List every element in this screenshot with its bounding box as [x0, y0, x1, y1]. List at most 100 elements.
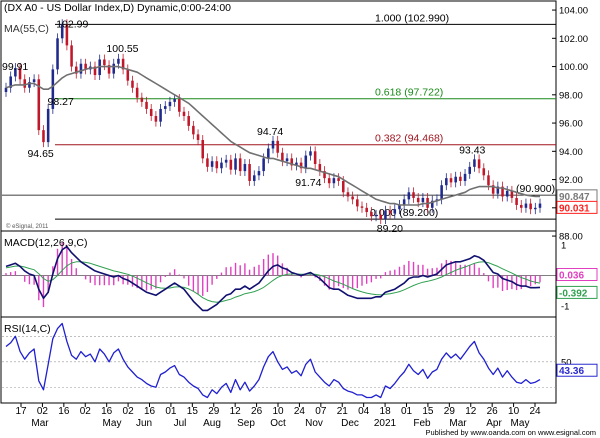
candle-body — [515, 197, 518, 205]
candle-body — [360, 206, 364, 208]
candle-body — [262, 158, 265, 172]
candle-body — [491, 185, 495, 194]
x-tick-label: 10 — [272, 406, 284, 417]
candle-body — [290, 158, 294, 166]
candle-body — [65, 24, 69, 46]
macd-legend: MACD(12,26,9,C) — [4, 237, 87, 249]
x-tick-label: 02 — [80, 406, 92, 417]
price-y-tick-label: 96.00 — [559, 119, 583, 130]
x-tick-label: 01 — [401, 406, 413, 417]
candle-body — [295, 162, 298, 166]
macd-panel-frame — [0, 230, 557, 318]
fib-levels: 1.000 (102.990) 0.618 (97.722) 0.382 (94.4… — [55, 12, 556, 220]
candle-body — [313, 151, 317, 165]
x-tick-label: 12 — [465, 406, 477, 417]
price-y-tick-label: 100.00 — [559, 62, 588, 73]
price-annotation-7: 93.43 — [459, 144, 485, 156]
candle-body — [271, 140, 275, 149]
candle-body — [248, 164, 251, 181]
candle-body — [173, 99, 176, 102]
candle-body — [70, 45, 73, 67]
x-tick-label: 10 — [508, 406, 520, 417]
candle-body — [201, 140, 205, 159]
price-badge-1-text: 90.031 — [559, 203, 590, 214]
candle-body — [505, 190, 509, 197]
x-month-label: Mar — [31, 418, 49, 429]
fib-level-label-1: 0.618 (97.722) — [375, 87, 443, 99]
candle-body — [332, 178, 336, 184]
x-tick-label: 15 — [187, 406, 199, 417]
x-tick-label: 29 — [444, 406, 456, 417]
candle-body — [304, 155, 308, 169]
candle-body — [210, 161, 214, 167]
candle-body — [84, 63, 87, 70]
price-badge-1-bg — [556, 200, 598, 214]
candle-body — [285, 158, 289, 162]
x-month-label: 2021 — [374, 418, 397, 429]
price-annotation-5: 94.74 — [257, 126, 283, 138]
candle-body — [487, 175, 490, 186]
price-annotation-6: 91.74 — [295, 177, 321, 189]
candle-body — [309, 151, 312, 156]
x-tick-label: 02 — [123, 406, 135, 417]
x-month-label: Sep — [237, 418, 255, 429]
macd-badge-1-bg — [556, 285, 598, 299]
x-tick-label: 12 — [230, 406, 242, 417]
candle-body — [477, 159, 481, 169]
candle-body — [145, 101, 148, 109]
candle-body — [93, 66, 97, 76]
candle-body — [337, 178, 340, 181]
candle-body — [496, 186, 500, 194]
macd-y-tick-label: 1 — [561, 241, 566, 252]
candle-body — [318, 164, 322, 172]
price-y-tick-label: 102.00 — [559, 34, 588, 45]
x-month-label: Dec — [341, 418, 359, 429]
candle-body — [60, 24, 64, 39]
candle-body — [440, 185, 443, 200]
candle-body — [524, 203, 528, 208]
candle-body — [299, 162, 303, 169]
candle-body — [459, 176, 462, 181]
candle-body — [473, 159, 476, 167]
rsi-legend: RSI(14,C) — [4, 323, 51, 335]
candle-body — [163, 106, 167, 109]
price-annotation-8: 89.20 — [377, 223, 403, 235]
candle-body — [323, 171, 326, 179]
x-tick-label: 16 — [58, 406, 70, 417]
candle-body — [468, 166, 472, 174]
candle-body — [56, 38, 59, 70]
candle-body — [154, 116, 158, 122]
fib-level-label-0: 1.000 (102.990) — [375, 12, 449, 24]
candle-body — [215, 161, 219, 169]
price-y-tick-label: 98.00 — [559, 90, 583, 101]
candle-body — [178, 99, 181, 112]
x-month-label: Nov — [305, 418, 323, 429]
candle-body — [412, 192, 415, 198]
candle-body — [79, 63, 83, 74]
candle-body — [112, 63, 116, 74]
macd-y-tick-label: -1 — [561, 301, 569, 312]
candle-body — [32, 79, 36, 83]
candle-body — [370, 212, 373, 217]
candle-body — [534, 207, 537, 210]
chart-title: (DX A0 - US Dollar Index,D) Dynamic,0:00… — [4, 2, 231, 14]
price-y-tick-label: 88.00 — [559, 232, 583, 243]
candle-body — [463, 173, 467, 181]
candle-body — [220, 162, 223, 169]
price-annotation-2: 99.91 — [2, 61, 28, 73]
candle-body — [252, 175, 256, 181]
x-tick-label: 24 — [529, 406, 541, 417]
candle-body — [341, 180, 345, 193]
candle-body — [42, 130, 45, 143]
macd-series-group — [5, 245, 541, 312]
candle-body — [23, 79, 27, 88]
candle-body — [449, 178, 453, 183]
candle-body — [4, 87, 8, 92]
x-axis: 17 02 16 02 16 02 16 01 15 29 12 26 10 24 07 21 04 18 01 15… — [15, 403, 541, 429]
x-month-label: Oct — [270, 418, 286, 429]
fib-level-label-3: 0.000 (89.200) — [370, 207, 438, 219]
candle-body — [14, 67, 17, 77]
x-tick-label: 29 — [208, 406, 220, 417]
candle-body — [510, 190, 514, 198]
